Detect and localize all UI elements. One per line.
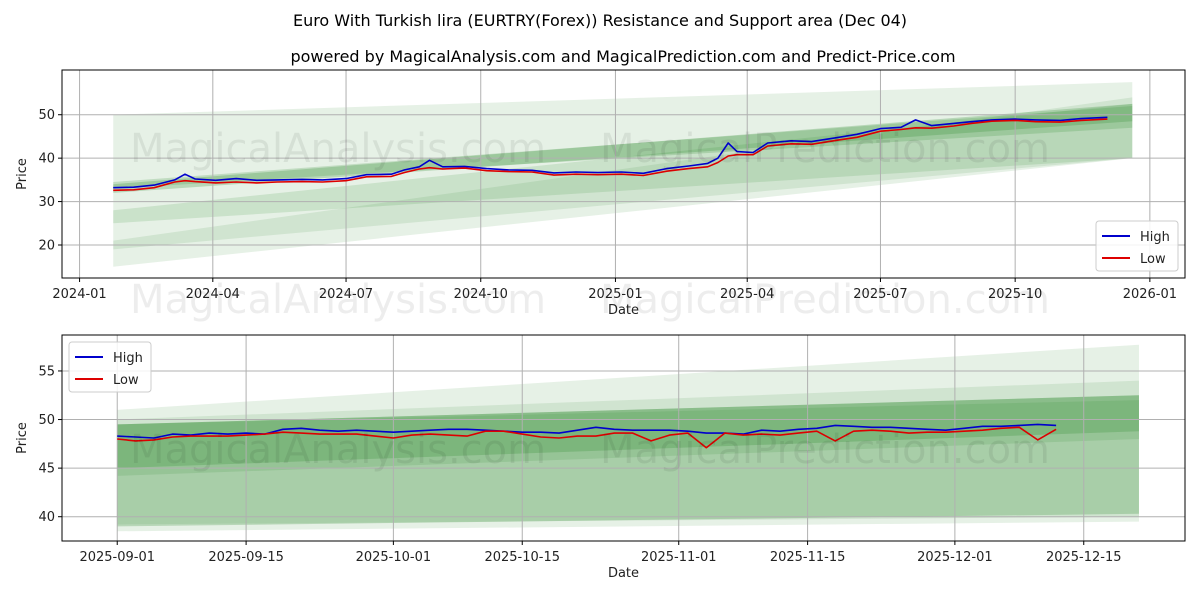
top-chart-panel: 2024-01 2024-04 2024-07 2024-10 2025-01 2025-… [15, 69, 1186, 323]
support-resistance-band [117, 395, 1139, 469]
plot-area [62, 70, 1185, 278]
x-tick-label: 2025-07 [853, 287, 907, 302]
x-tick-label: 2025-01 [588, 287, 642, 302]
watermark: MagicalAnalysis.com [130, 427, 546, 473]
y-tick-label: 40 [38, 510, 55, 525]
legend: High Low [1095, 220, 1179, 272]
plot-area [62, 335, 1185, 541]
y-tick-label: 50 [38, 108, 55, 123]
support-resistance-band [117, 344, 1139, 532]
chart-subtitle: powered by MagicalAnalysis.com and Magic… [290, 47, 955, 66]
support-resistance-band [113, 103, 1133, 193]
support-resistance-band [113, 97, 1133, 250]
plot-frame [61, 69, 1186, 279]
x-tick-label: 2025-11-15 [770, 550, 846, 565]
y-tick-label: 40 [38, 152, 55, 167]
x-axis-label: Date [608, 303, 639, 318]
watermark: MagicalPrediction.com [600, 277, 1050, 323]
series-line-low [113, 118, 1108, 192]
x-tick-label: 2025-11-01 [641, 550, 717, 565]
watermark: MagicalPrediction.com [600, 126, 1050, 172]
y-tick-label: 20 [38, 238, 55, 253]
x-tick-label: 2025-09-01 [79, 550, 155, 565]
plot-frame [61, 334, 1186, 542]
y-tick-label: 30 [38, 195, 55, 210]
x-tick-label: 2025-10 [988, 287, 1042, 302]
y-axis-label: Price [15, 158, 30, 190]
watermark: MagicalPrediction.com [600, 427, 1050, 473]
watermark: MagicalAnalysis.com [130, 277, 546, 323]
chart-title: Euro With Turkish lira (EURTRY(Forex)) R… [293, 11, 907, 30]
series-line-low [117, 426, 1057, 449]
x-tick-label: 2024-01 [52, 287, 106, 302]
x-tick-label: 2025-04 [720, 287, 774, 302]
legend-box [1095, 220, 1179, 272]
series-line-high [117, 423, 1057, 439]
x-tick-label: 2025-10-01 [356, 550, 432, 565]
watermark: MagicalAnalysis.com [130, 126, 546, 172]
legend-label-high: High [113, 351, 143, 366]
bottom-chart-panel: 2025-09-01 2025-09-15 2025-10-01 2025-10-15… [15, 334, 1186, 581]
support-resistance-band [117, 380, 1139, 525]
y-tick-label: 45 [38, 462, 55, 477]
x-axis-label: Date [608, 566, 639, 581]
series-line-high [113, 116, 1108, 189]
x-tick-label: 2026-01 [1123, 287, 1177, 302]
x-tick-label: 2025-12-01 [917, 550, 993, 565]
x-tick-label: 2024-10 [454, 287, 508, 302]
x-tick-label: 2024-04 [186, 287, 240, 302]
x-tick-label: 2024-07 [319, 287, 373, 302]
y-tick-label: 55 [38, 364, 55, 379]
y-tick-label: 50 [38, 413, 55, 428]
x-tick-label: 2025-12-15 [1046, 550, 1122, 565]
support-resistance-band [113, 106, 1133, 189]
legend: High Low [68, 341, 152, 393]
legend-box [68, 341, 152, 393]
x-tick-label: 2025-10-15 [484, 550, 560, 565]
legend-label-high: High [1140, 230, 1170, 245]
legend-label-low: Low [113, 373, 139, 388]
x-tick-label: 2025-09-15 [208, 550, 284, 565]
legend-label-low: Low [1140, 252, 1166, 267]
support-resistance-band [113, 103, 1133, 224]
y-axis-label: Price [15, 422, 30, 454]
